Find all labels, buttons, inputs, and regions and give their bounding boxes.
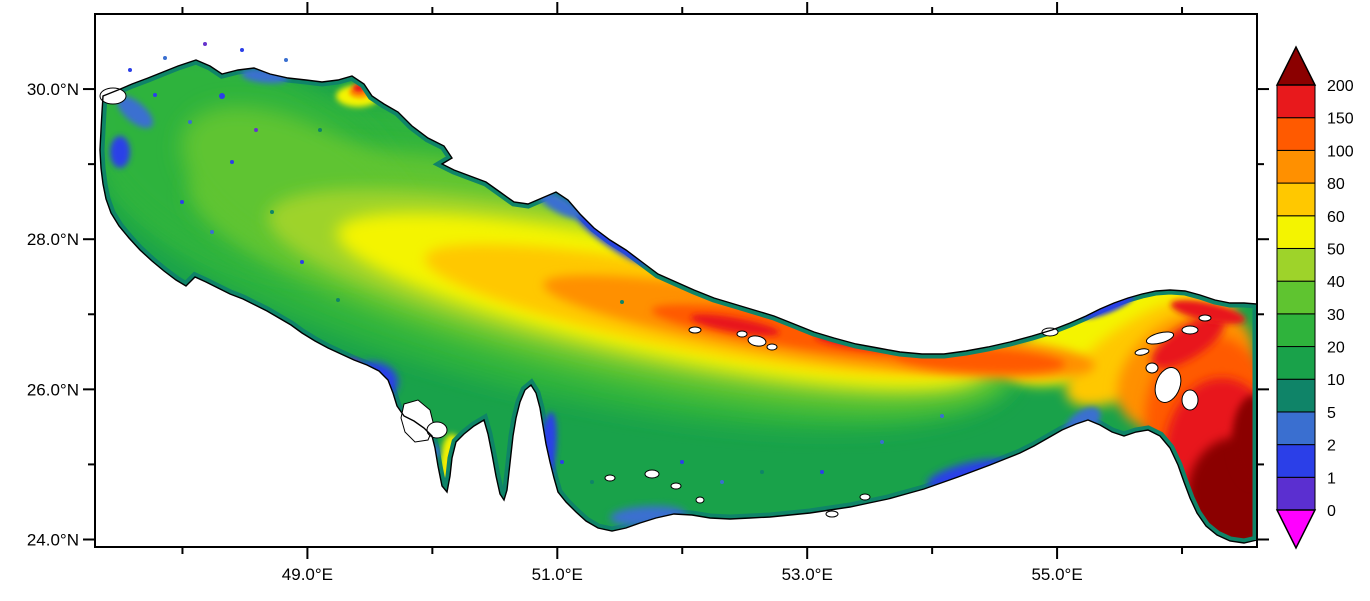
colorbar-label: 200 bbox=[1327, 78, 1354, 95]
colorbar-label: 10 bbox=[1327, 372, 1345, 389]
island bbox=[99, 87, 127, 105]
island bbox=[859, 493, 871, 501]
colorbar: 0 1 2 5 10 20 30 40 50 60 80 100 150 200 bbox=[1275, 45, 1354, 550]
island bbox=[1134, 348, 1150, 356]
speckle bbox=[230, 160, 234, 164]
x-tick-label: 53.0°E bbox=[782, 565, 833, 584]
colorbar-segment bbox=[1276, 346, 1316, 380]
island bbox=[825, 510, 839, 518]
speckle bbox=[219, 93, 225, 99]
colorbar-label: 2 bbox=[1327, 438, 1336, 455]
speckle bbox=[210, 230, 214, 234]
speckle bbox=[590, 480, 594, 484]
island bbox=[766, 343, 778, 351]
colorbar-segment bbox=[1276, 476, 1316, 511]
colorbar-label: 20 bbox=[1327, 340, 1345, 357]
x-tick-label: 51.0°E bbox=[532, 565, 583, 584]
speckle bbox=[180, 200, 184, 204]
island bbox=[1041, 327, 1059, 337]
speckle bbox=[203, 42, 207, 46]
x-tick-label: 49.0°E bbox=[282, 565, 333, 584]
colorbar-segment bbox=[1276, 215, 1316, 249]
colorbar-segment bbox=[1276, 444, 1316, 478]
speckle bbox=[820, 470, 824, 474]
colorbar-label: 30 bbox=[1327, 307, 1345, 324]
island bbox=[400, 399, 435, 443]
island bbox=[1154, 367, 1182, 403]
colorbar-segment bbox=[1276, 182, 1316, 217]
colorbar-label: 100 bbox=[1327, 143, 1354, 160]
colorbar-label: 5 bbox=[1327, 405, 1336, 422]
colorbar-arrow-bottom bbox=[1275, 509, 1317, 550]
island bbox=[1145, 362, 1159, 374]
island bbox=[1181, 389, 1199, 411]
speckle bbox=[128, 68, 132, 72]
speckle bbox=[163, 56, 167, 60]
colorbar-segment bbox=[1276, 149, 1316, 184]
coastline bbox=[99, 59, 1258, 544]
shallow-accent-blob bbox=[110, 136, 130, 168]
speckle bbox=[318, 128, 322, 132]
island bbox=[1181, 325, 1199, 335]
colorbar-label: 0 bbox=[1327, 503, 1336, 520]
speckle bbox=[240, 48, 244, 52]
x-tick-label: 55.0°E bbox=[1031, 565, 1082, 584]
island bbox=[1198, 314, 1212, 322]
speckle bbox=[720, 480, 724, 484]
speckle bbox=[153, 93, 157, 97]
speckle bbox=[284, 58, 288, 62]
colorbar-arrow-top bbox=[1275, 45, 1317, 86]
colorbar-segment bbox=[1276, 84, 1316, 119]
colorbar-segment bbox=[1276, 411, 1316, 446]
speckle bbox=[300, 260, 304, 264]
colorbar-label: 50 bbox=[1327, 241, 1345, 258]
speckle bbox=[560, 460, 564, 464]
y-tick-label: 30.0°N bbox=[27, 80, 79, 99]
plot-frame bbox=[94, 13, 1258, 548]
speckle bbox=[940, 414, 944, 418]
y-tick-label: 28.0°N bbox=[27, 230, 79, 249]
speckle bbox=[680, 460, 684, 464]
y-tick-label: 26.0°N bbox=[27, 380, 79, 399]
island bbox=[644, 469, 660, 479]
speckle bbox=[188, 120, 192, 124]
island bbox=[695, 496, 705, 504]
colorbar-label: 150 bbox=[1327, 111, 1354, 128]
island bbox=[736, 330, 748, 338]
shallow-accent-blob bbox=[116, 95, 154, 129]
colorbar-label: 1 bbox=[1327, 470, 1336, 487]
heat-blob bbox=[1151, 315, 1225, 369]
heat-blob bbox=[1188, 437, 1257, 543]
colorbar-label: 60 bbox=[1327, 209, 1345, 226]
heat-blob bbox=[1170, 300, 1246, 324]
island bbox=[604, 474, 616, 482]
speckle bbox=[620, 300, 624, 304]
y-tick-label: 24.0°N bbox=[27, 530, 79, 549]
speckle bbox=[760, 470, 764, 474]
colorbar-label: 80 bbox=[1327, 176, 1345, 193]
colorbar-segment bbox=[1276, 117, 1316, 151]
colorbar-segment bbox=[1276, 247, 1316, 282]
island bbox=[688, 326, 702, 334]
speckle bbox=[254, 128, 258, 132]
island bbox=[426, 421, 448, 439]
colorbar-label: 40 bbox=[1327, 274, 1345, 291]
shallow-accent-blob bbox=[537, 191, 583, 219]
heat-blob bbox=[690, 314, 780, 336]
speckle bbox=[336, 298, 340, 302]
speckle bbox=[270, 210, 274, 214]
island bbox=[747, 335, 767, 347]
colorbar-segment bbox=[1276, 378, 1316, 413]
island bbox=[670, 482, 682, 490]
colorbar-segment bbox=[1276, 280, 1316, 315]
speckle bbox=[880, 440, 884, 444]
island bbox=[1145, 331, 1175, 345]
colorbar-segment bbox=[1276, 313, 1316, 348]
